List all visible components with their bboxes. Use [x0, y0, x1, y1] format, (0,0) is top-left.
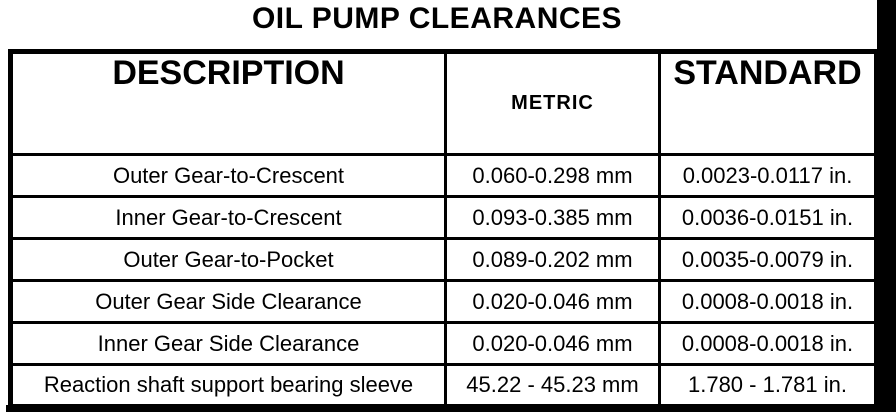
- cell-standard: 0.0035-0.0079 in.: [658, 237, 878, 282]
- cell-standard: 0.0036-0.0151 in.: [658, 195, 878, 240]
- cell-description: Reaction shaft support bearing sleeve: [9, 363, 447, 408]
- column-header-description: DESCRIPTION: [9, 50, 447, 156]
- table-row: Outer Gear Side Clearance 0.020-0.046 mm…: [9, 279, 878, 324]
- cell-description: Outer Gear-to-Pocket: [9, 237, 447, 282]
- cell-description: Inner Gear-to-Crescent: [9, 195, 447, 240]
- cell-metric: 0.020-0.046 mm: [444, 279, 661, 324]
- cell-standard: 0.0008-0.0018 in.: [658, 279, 878, 324]
- cell-standard: 0.0008-0.0018 in.: [658, 321, 878, 366]
- cell-metric: 0.089-0.202 mm: [444, 237, 661, 282]
- table-header-row: DESCRIPTION METRIC STANDARD: [9, 50, 878, 156]
- cell-metric: 0.093-0.385 mm: [444, 195, 661, 240]
- cell-metric: 0.020-0.046 mm: [444, 321, 661, 366]
- cell-standard: 0.0023-0.0117 in.: [658, 153, 878, 198]
- table-row: Outer Gear-to-Crescent 0.060-0.298 mm 0.…: [9, 153, 878, 198]
- scan-artifact-bar-right: [877, 0, 896, 412]
- cell-description: Inner Gear Side Clearance: [9, 321, 447, 366]
- page-title: OIL PUMP CLEARANCES: [251, 2, 623, 35]
- scan-artifact-bar-bottom: [6, 405, 896, 412]
- oil-pump-clearances-table: DESCRIPTION METRIC STANDARD Outer Gear-t…: [8, 49, 879, 409]
- table-row: Outer Gear-to-Pocket 0.089-0.202 mm 0.00…: [9, 237, 878, 282]
- cell-standard: 1.780 - 1.781 in.: [658, 363, 878, 408]
- column-header-standard: STANDARD: [658, 50, 878, 156]
- cell-description: Outer Gear-to-Crescent: [9, 153, 447, 198]
- table-row: Inner Gear-to-Crescent 0.093-0.385 mm 0.…: [9, 195, 878, 240]
- cell-description: Outer Gear Side Clearance: [9, 279, 447, 324]
- cell-metric: 0.060-0.298 mm: [444, 153, 661, 198]
- table-row: Reaction shaft support bearing sleeve 45…: [9, 363, 878, 408]
- cell-metric: 45.22 - 45.23 mm: [444, 363, 661, 408]
- table-row: Inner Gear Side Clearance 0.020-0.046 mm…: [9, 321, 878, 366]
- column-header-metric: METRIC: [444, 50, 661, 156]
